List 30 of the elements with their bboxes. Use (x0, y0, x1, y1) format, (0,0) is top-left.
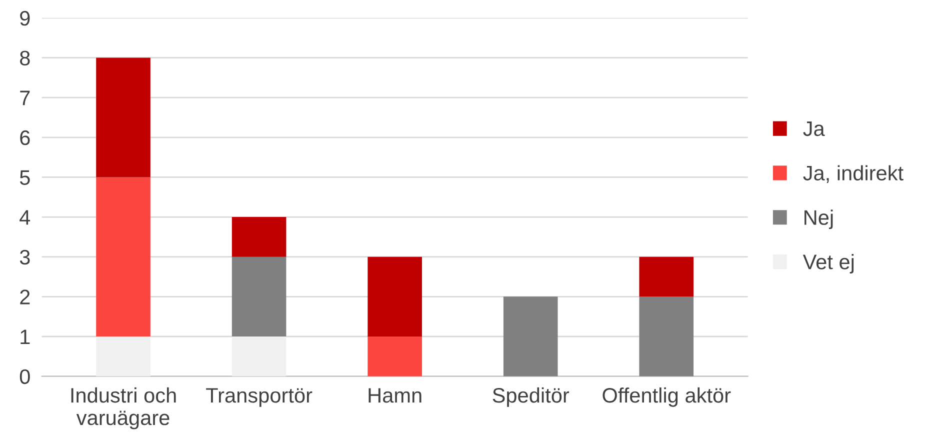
x-tick-label: Offentlig aktör (602, 387, 731, 407)
bar (96, 336, 150, 376)
bar (96, 58, 150, 178)
x-tick-label: Hamn (368, 388, 422, 403)
y-tick-label: 0 (20, 369, 30, 384)
y-tick-label: 1 (20, 330, 30, 344)
y-tick-label: 7 (20, 90, 30, 106)
y-tick-label: 5 (20, 170, 30, 185)
x-tick-label: Transportör (206, 388, 312, 407)
legend-label: Vet ej (802, 254, 854, 274)
bar (639, 256, 694, 297)
bar (232, 217, 286, 257)
bar (639, 296, 694, 376)
bar (232, 336, 286, 376)
y-tick-label: 4 (20, 210, 30, 225)
legend-label: Ja (803, 122, 825, 136)
y-tick-label: 8 (20, 50, 30, 66)
bar (368, 256, 422, 336)
x-tick-label: Speditör (492, 387, 570, 407)
bar (503, 296, 558, 376)
y-tick-label: 9 (20, 10, 30, 26)
y-tick-label: 2 (20, 290, 30, 304)
bar (96, 177, 150, 336)
x-tick-label: Industri och varuägare (71, 387, 176, 430)
bar (368, 336, 422, 376)
y-tick-label: 6 (20, 130, 30, 146)
bar (232, 256, 286, 336)
legend-label: Ja, indirekt (803, 165, 904, 183)
y-tick-label: 3 (20, 250, 30, 265)
legend-label: Nej (804, 210, 833, 230)
